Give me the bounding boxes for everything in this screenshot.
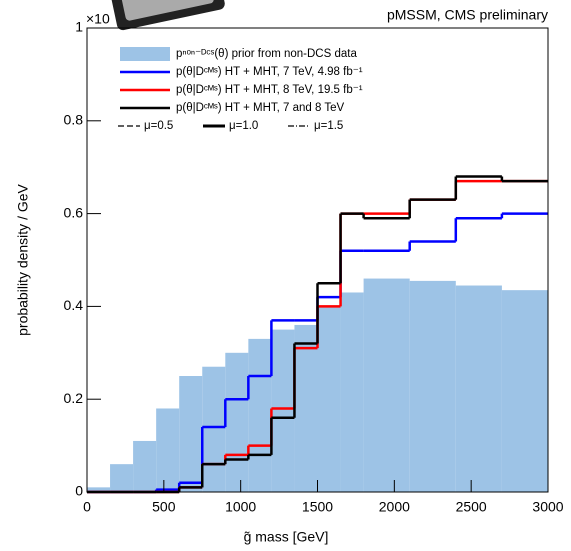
legend-swatch <box>120 47 170 61</box>
x-axis-label: g̃ mass [GeV] <box>244 529 329 545</box>
x-tick-label: 2000 <box>379 499 410 515</box>
bar <box>363 278 410 492</box>
bar <box>202 366 226 492</box>
chart-title: pMSSM, CMS preliminary <box>387 7 548 23</box>
x-tick-label: 0 <box>83 499 91 515</box>
bar <box>133 440 157 492</box>
legend-label: pⁿᵒⁿ⁻ᴰᶜˢ(θ) prior from non-DCS data <box>176 48 357 60</box>
y-tick-label: 0 <box>75 483 83 499</box>
bar <box>156 408 180 492</box>
legend-label: μ=1.0 <box>229 120 258 132</box>
bar <box>271 329 295 492</box>
x-tick-label: 1000 <box>225 499 256 515</box>
bar <box>87 487 111 492</box>
y-tick-label: 1 <box>75 19 83 35</box>
bar <box>248 338 272 492</box>
legend-label: p(θ|Dᶜᴹˢ) HT + MHT, 7 and 8 TeV <box>176 102 345 114</box>
bar <box>317 306 341 492</box>
legend-label: μ=1.5 <box>314 120 343 132</box>
x-tick-label: 3000 <box>532 499 563 515</box>
x-tick-label: 500 <box>152 499 176 515</box>
bar <box>455 285 502 492</box>
y-tick-label: 0.4 <box>64 297 84 313</box>
y-axis-label: probability density / GeV <box>15 183 31 335</box>
axis-multiplier: ×10 <box>86 11 110 27</box>
bar <box>110 464 134 492</box>
x-tick-label: 2500 <box>456 499 487 515</box>
legend-label: p(θ|Dᶜᴹˢ) HT + MHT, 7 TeV, 4.98 fb⁻¹ <box>176 66 363 78</box>
bar <box>409 280 456 492</box>
x-tick-label: 1500 <box>302 499 333 515</box>
legend-label: p(θ|Dᶜᴹˢ) HT + MHT, 8 TeV, 19.5 fb⁻¹ <box>176 84 363 96</box>
bar <box>501 290 548 492</box>
bar <box>179 376 203 492</box>
step-riser <box>177 176 504 492</box>
decoration <box>111 0 225 31</box>
bar <box>294 324 318 492</box>
y-tick-label: 0.2 <box>64 390 84 406</box>
y-tick-label: 0.6 <box>64 204 84 220</box>
overlay-object <box>121 0 214 21</box>
legend-label: μ=0.5 <box>144 120 173 132</box>
bar <box>225 352 249 492</box>
bar <box>340 292 364 492</box>
y-tick-label: 0.8 <box>64 112 84 128</box>
